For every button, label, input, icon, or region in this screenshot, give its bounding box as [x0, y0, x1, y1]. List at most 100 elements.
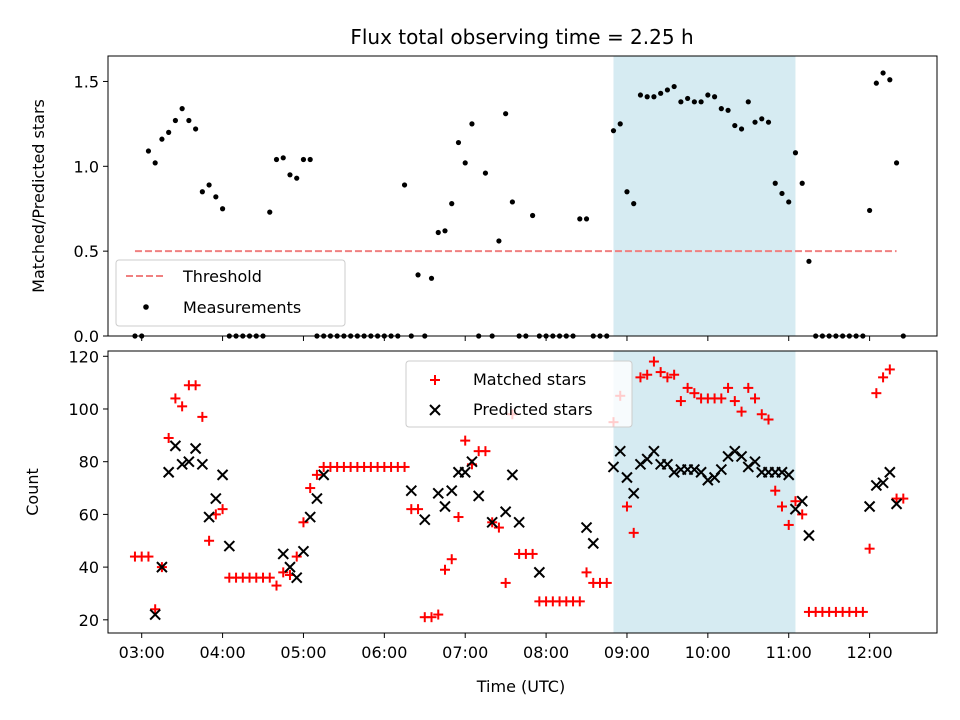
measurement-point: [732, 122, 738, 129]
predicted-star-point: [466, 455, 478, 468]
matched-star-point: [574, 596, 585, 607]
predicted-star-point: [863, 500, 876, 513]
matched-star-point: [291, 551, 302, 562]
measurement-point: [806, 258, 812, 264]
matched-star-point: [264, 572, 275, 583]
x-tick-label: 03:00: [119, 643, 165, 662]
predicted-star-point: [196, 458, 209, 471]
count-legend-box: [405, 360, 633, 428]
measurement-point: [610, 128, 617, 134]
ratio-x-ticks: [141, 336, 871, 341]
predicted-star-point: [149, 608, 161, 621]
measurements-legend-swatch: [143, 304, 149, 310]
measurement-point: [880, 70, 886, 76]
matched-star-point: [716, 393, 727, 404]
predicted-legend-label: Predicted stars: [473, 400, 593, 419]
ratio-panel: 0.0 0.5 1.0 1.5 Matched/Predicted stars Thr…: [29, 55, 938, 346]
measurement-point: [678, 99, 684, 105]
matched-star-point: [675, 396, 686, 407]
predicted-star-point: [499, 506, 512, 518]
count-marks: [129, 356, 909, 623]
predicted-star-point: [189, 442, 202, 455]
matched-star-point: [150, 604, 161, 615]
predicted-star-point: [291, 571, 303, 584]
predicted-star-point: [405, 484, 417, 497]
x-tick-label: 08:00: [523, 643, 569, 662]
matched-star-point: [480, 446, 491, 457]
y-tick-label: 0.5: [74, 242, 99, 261]
ratio-panel-frame: [107, 55, 938, 337]
measurement-point: [705, 92, 711, 98]
observing-window-shade: [613, 56, 796, 336]
predicted-star-point: [890, 498, 903, 510]
count-x-ticks: 03:00 04:00 05:00 06:00 07:00 08:00 09:00 10:00…: [119, 633, 893, 662]
y-tick-label: 120: [68, 347, 99, 366]
predicted-star-point: [783, 469, 795, 481]
predicted-star-point: [735, 450, 748, 463]
predicted-star-point: [715, 463, 728, 476]
matched-star-point: [662, 372, 673, 383]
predicted-star-point: [607, 461, 620, 473]
matched-star-point: [493, 522, 504, 533]
predicted-star-point: [513, 516, 525, 529]
measurement-point: [786, 199, 792, 205]
measurement-point: [280, 155, 286, 161]
matched-star-point: [601, 577, 612, 588]
matched-star-point: [399, 461, 410, 472]
measurement-point: [496, 238, 502, 244]
matched-star-point: [177, 401, 188, 412]
measurement-point: [442, 228, 448, 234]
predicted-star-point: [439, 500, 451, 513]
predicted-star-point: [297, 545, 310, 558]
matched-star-point: [278, 567, 289, 578]
measurement-point: [455, 139, 462, 146]
predicted-star-point: [742, 461, 754, 473]
matched-star-point: [439, 564, 450, 575]
predicted-star-point: [634, 458, 647, 471]
measurement-point: [624, 189, 630, 195]
y-tick-label: 40: [79, 558, 99, 577]
predicted-star-point: [877, 477, 889, 489]
predicted-star-point: [587, 537, 599, 550]
ratio-y-axis-label: Matched/Predicted stars: [29, 99, 48, 293]
measurement-point: [671, 83, 677, 90]
measurement-point: [779, 190, 785, 197]
measurement-point: [873, 80, 879, 86]
measurement-point: [887, 77, 893, 83]
matched-star-point: [750, 393, 761, 404]
measurement-point: [658, 90, 664, 96]
matched-star-point: [763, 414, 774, 425]
predicted-star-point: [277, 548, 289, 560]
matched-star-point: [797, 509, 808, 520]
y-tick-label: 80: [79, 453, 99, 472]
predicted-star-point: [702, 474, 714, 486]
matched-star-point: [298, 517, 309, 528]
measurement-point: [300, 156, 307, 163]
measurement-point: [530, 212, 536, 219]
measurement-point: [772, 180, 778, 186]
measurement-point: [617, 121, 623, 127]
measurement-point: [745, 99, 751, 105]
predicted-star-point: [216, 469, 229, 481]
measurement-point: [691, 99, 697, 105]
matched-star-point: [460, 435, 471, 446]
measurement-point: [166, 129, 172, 135]
matched-star-point: [311, 469, 322, 480]
measurement-point: [752, 119, 758, 125]
threshold-legend-label: Threshold: [182, 267, 262, 286]
predicted-star-point: [688, 463, 701, 476]
predicted-star-point: [796, 495, 808, 507]
matched-star-point: [635, 372, 646, 383]
matched-star-point: [790, 496, 801, 507]
predicted-star-point: [419, 513, 431, 526]
measurement-point: [792, 150, 799, 156]
matched-star-point: [756, 409, 767, 420]
measurement-point: [152, 160, 158, 166]
count-panel-frame: [107, 350, 938, 634]
y-tick-label: 60: [79, 505, 99, 524]
measurement-point: [651, 94, 657, 100]
y-tick-label: 0.0: [74, 327, 99, 346]
predicted-star-point: [459, 466, 471, 478]
matched-star-point: [864, 543, 875, 554]
measurement-point: [759, 116, 765, 122]
